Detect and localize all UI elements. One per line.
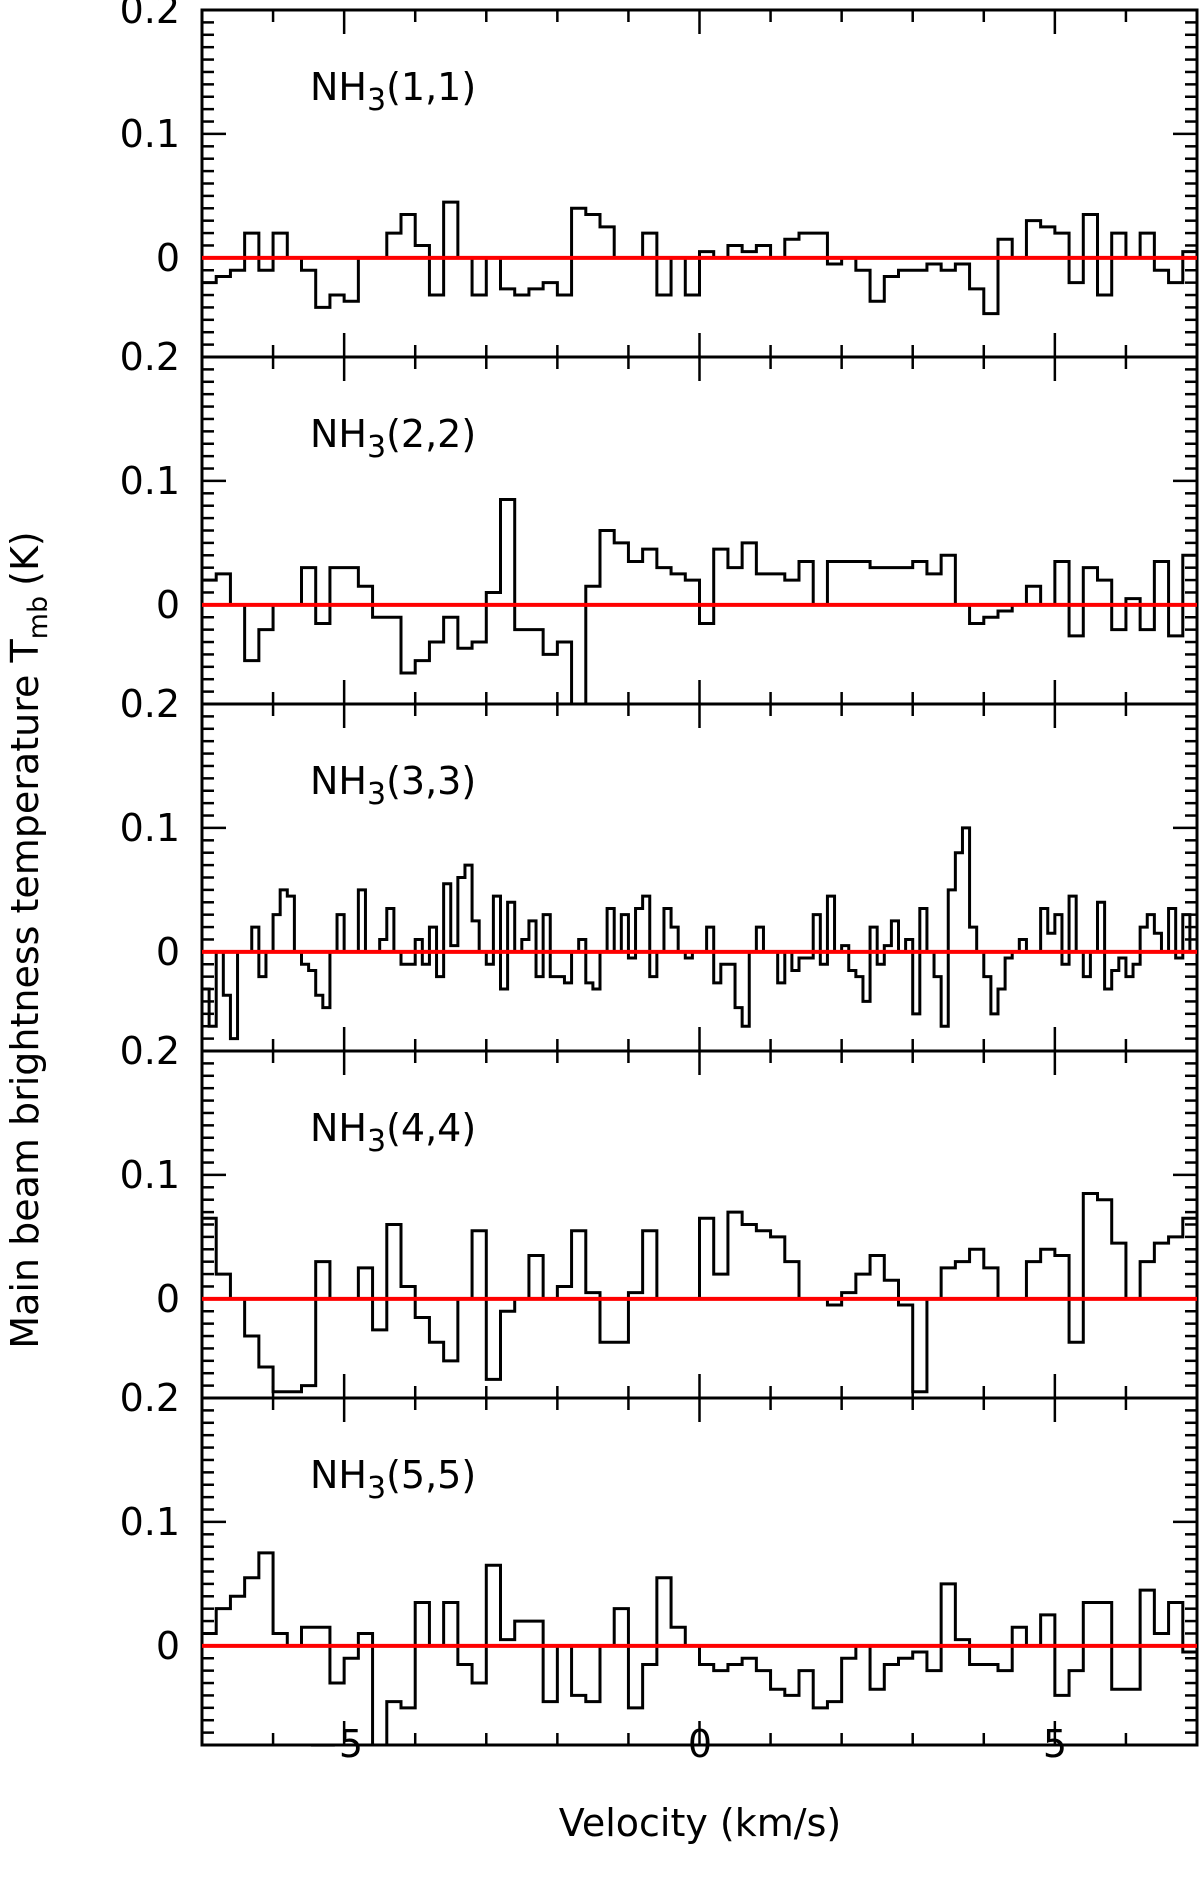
spectrum-panel-1: 0 0.1 0.2 NH3(1,1): [120, 0, 1199, 359]
panel-label: NH3(2,2): [310, 412, 476, 465]
panel-label-sub: 3: [367, 83, 386, 118]
panel-label-sub: 3: [367, 1471, 386, 1506]
x-tick-label-neg5: −5: [307, 1722, 363, 1766]
panel-label: NH3(1,1): [310, 65, 476, 118]
spectrum-panel-5: 0 0.1 0.2 NH3(5,5): [120, 1376, 1199, 1747]
y-tick-label: 0.1: [120, 459, 180, 503]
panel-frame: [200, 702, 1199, 1053]
y-axis-title-sub: mb: [23, 596, 54, 639]
y-tick-label: 0.1: [120, 1500, 180, 1544]
panel-frame: [200, 355, 1199, 706]
y-tick-label: 0.2: [120, 682, 180, 726]
panel-label-main: NH: [310, 412, 367, 456]
panel-frame: [200, 1396, 1199, 1747]
spectrum-line: [202, 826, 1197, 1041]
panel-label: NH3(3,3): [310, 759, 476, 812]
y-tick-label: 0.2: [120, 0, 180, 32]
y-tick-label: 0: [156, 236, 180, 280]
x-axis-title: Velocity (km/s): [559, 1801, 841, 1845]
y-axis-title-unit: (K): [3, 531, 47, 586]
x-tick-labels: −5 0 5: [307, 1722, 1067, 1766]
y-tick-label: 0.2: [120, 1376, 180, 1420]
y-tick-label: 0.2: [120, 335, 180, 379]
panel-label-tail: (3,3): [386, 759, 476, 803]
panel-label-main: NH: [310, 1453, 367, 1497]
panel-label-tail: (4,4): [386, 1106, 476, 1150]
panel-frame: [200, 8, 1199, 359]
x-tick-label-5: 5: [1043, 1722, 1067, 1766]
panel-label-main: NH: [310, 65, 367, 109]
y-tick-label: 0: [156, 583, 180, 627]
spectrum-line: [202, 1551, 1197, 1745]
y-tick-label: 0.1: [120, 806, 180, 850]
x-tick-label-0: 0: [688, 1722, 712, 1766]
y-tick-label: 0: [156, 930, 180, 974]
panel-label-sub: 3: [367, 777, 386, 812]
spectrum-line: [202, 200, 1197, 316]
spectrum-panel-3: 0 0.1 0.2 NH3(3,3): [120, 682, 1199, 1053]
spectrum-panel-2: 0 0.1 0.2 NH3(2,2): [120, 335, 1199, 706]
panel-label: NH3(4,4): [310, 1106, 476, 1159]
panel-label-main: NH: [310, 1106, 367, 1150]
panel-label-tail: (2,2): [386, 412, 476, 456]
y-tick-label: 0.2: [120, 1029, 180, 1073]
panel-label-tail: (1,1): [386, 65, 476, 109]
panel-label-main: NH: [310, 759, 367, 803]
y-tick-label: 0: [156, 1624, 180, 1668]
y-axis-title: Main beam brightness temperature Tmb (K): [3, 531, 54, 1348]
panel-label-sub: 3: [367, 1124, 386, 1159]
y-tick-label: 0.1: [120, 1153, 180, 1197]
panel-label-sub: 3: [367, 430, 386, 465]
y-tick-label: 0.1: [120, 112, 180, 156]
panels-layer: 00.10.2NH3(1,1)00.10.2NH3(2,2)00.10.2NH3…: [120, 0, 1199, 1747]
panel-label-tail: (5,5): [386, 1453, 476, 1497]
spectrum-line: [202, 498, 1197, 704]
y-axis-title-main: Main beam brightness temperature T: [3, 639, 47, 1349]
spectrum-panel-4: 0 0.1 0.2 NH3(4,4): [120, 1029, 1199, 1400]
y-tick-label: 0: [156, 1277, 180, 1321]
panel-label: NH3(5,5): [310, 1453, 476, 1506]
